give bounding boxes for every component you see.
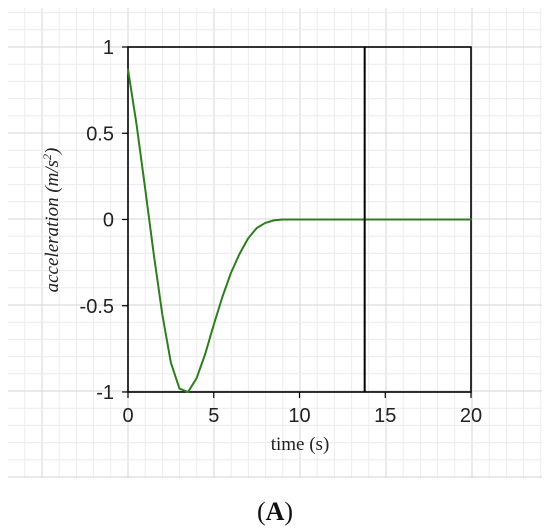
series-layer [127, 68, 472, 393]
acceleration-series-line [127, 68, 472, 393]
panel-label-open: ( [257, 497, 266, 526]
x-tick-label: 15 [374, 405, 396, 427]
y-tick-label: 1 [103, 37, 114, 59]
panel-label-letter: A [266, 497, 285, 526]
x-axis-label: time (s) [271, 434, 330, 455]
y-axis-label-base: acceleration (m/s [42, 160, 63, 292]
background-grid [8, 8, 542, 478]
y-tick-labels: 1 0.5 0 -0.5 -1 [80, 37, 128, 404]
panel-label-close: ) [284, 497, 293, 526]
y-tick-label: 0 [103, 210, 114, 232]
y-tick-label: -0.5 [80, 296, 114, 318]
panel-label: (A) [257, 497, 293, 526]
x-tick-labels: 0 5 10 15 20 [122, 392, 482, 427]
y-axis-label-close: ) [42, 148, 63, 155]
y-tick-label: -1 [96, 382, 114, 404]
x-tick-label: 5 [208, 405, 219, 427]
y-tick-label: 0.5 [86, 123, 114, 145]
x-tick-label: 10 [288, 405, 310, 427]
y-axis-label: acceleration (m/s2) [40, 148, 63, 293]
y-axis-label-superscript: 2 [40, 154, 54, 160]
x-tick-label: 20 [460, 405, 482, 427]
x-tick-label: 0 [122, 405, 133, 427]
